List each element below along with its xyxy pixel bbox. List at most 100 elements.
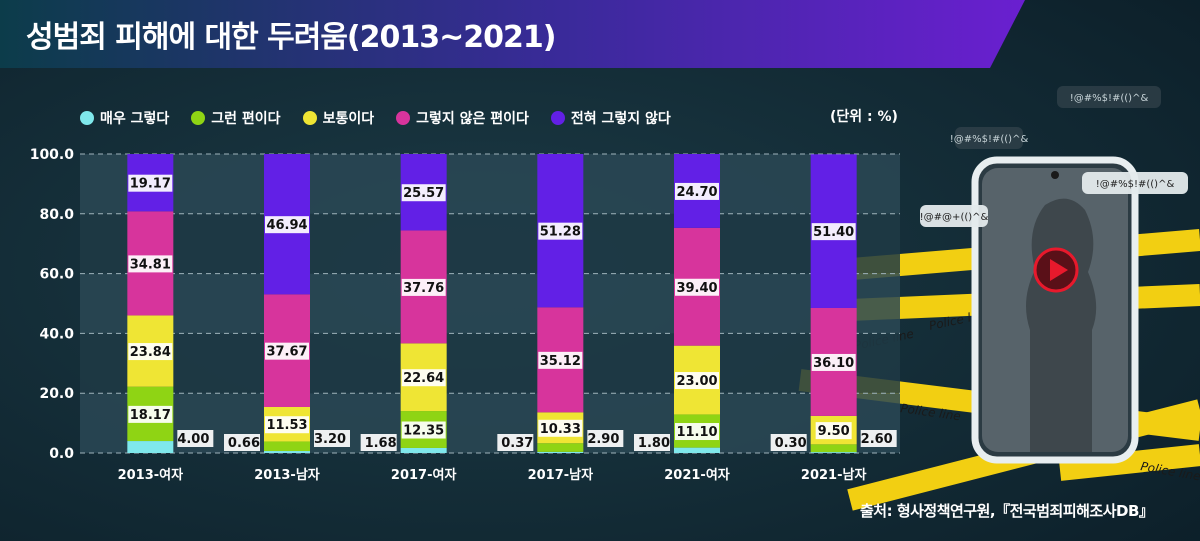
bar-segment <box>264 451 310 453</box>
data-label-bg <box>811 223 856 241</box>
legend-item: 매우 그렇다 <box>80 108 169 128</box>
x-tick-label: 2013-남자 <box>254 467 320 483</box>
data-label-bg <box>770 434 807 451</box>
data-label-bg <box>401 421 446 439</box>
grid-band <box>80 154 900 214</box>
unit-label: (단위 : %) <box>830 109 898 125</box>
silhouette <box>1026 198 1097 452</box>
data-label: 1.80 <box>638 436 670 451</box>
speech-bubble-text: !@#@+(()^& <box>920 212 989 223</box>
grid-band <box>80 333 900 394</box>
data-label: 19.17 <box>130 177 171 192</box>
x-tick-label: 2013-여자 <box>118 467 184 483</box>
data-label: 39.40 <box>676 281 717 296</box>
y-tick-label: 60.0 <box>39 267 74 283</box>
chart-grid: 0.0 20.0 40.0 60.0 80.0 100.0 <box>30 147 900 462</box>
data-label-bg <box>675 423 719 441</box>
data-label-bg <box>401 184 446 202</box>
y-tick-label: 40.0 <box>39 326 74 342</box>
x-tick-label: 2017-남자 <box>528 467 594 483</box>
data-label: 1.68 <box>365 436 397 451</box>
data-label-bg <box>128 174 173 192</box>
data-label: 51.40 <box>813 225 854 240</box>
data-label: 18.17 <box>130 408 171 423</box>
data-label-bg <box>128 255 173 273</box>
x-tick-label: 2021-남자 <box>801 467 867 483</box>
legend-label: 그렇지 않은 편이다 <box>416 111 529 127</box>
legend-item: 보통이다 <box>302 108 375 128</box>
data-label: 25.57 <box>403 186 444 201</box>
speech-bubble <box>955 127 1023 149</box>
data-label-bg <box>128 405 173 423</box>
speech-bubble-text: !@#%$!#(()^& <box>950 134 1029 145</box>
play-icon-triangle <box>1050 259 1068 281</box>
data-label-bg <box>224 434 260 451</box>
data-label-bg <box>128 343 173 361</box>
source-note: 출처: 형사정책연구원,『전국범죄피해조사DB』 <box>860 502 1154 520</box>
speech-bubble-text: !@#%$!#(()^& <box>1096 179 1175 190</box>
data-label-bg <box>634 434 670 451</box>
legend-label: 매우 그렇다 <box>100 111 170 127</box>
data-label-bg <box>497 434 534 451</box>
data-label: 12.35 <box>403 424 444 439</box>
legend-swatch <box>550 111 565 125</box>
data-label-bg <box>401 278 446 296</box>
data-label-bg <box>538 222 583 240</box>
bar-segment <box>537 451 584 453</box>
grid-band <box>80 393 900 453</box>
data-label: 22.64 <box>403 371 444 386</box>
data-label: 23.00 <box>676 374 717 389</box>
bar-segment <box>537 443 584 452</box>
speech-bubble <box>920 205 988 227</box>
data-label-bg <box>675 278 719 296</box>
data-label-bg <box>860 430 897 447</box>
legend-swatch <box>302 111 317 125</box>
y-tick-label: 20.0 <box>39 386 74 402</box>
legend-swatch <box>396 111 411 125</box>
chart-labels: 4.00 18.17 23.84 34.81 19.17 2013-여자 0.66 3.20 1… <box>118 174 897 483</box>
bar-segment <box>674 447 720 453</box>
legend-item: 그런 편이다 <box>191 108 281 128</box>
data-label-bg <box>587 430 624 447</box>
bar-segment <box>810 452 857 453</box>
data-label: 36.10 <box>813 356 854 371</box>
data-label: 0.30 <box>775 436 807 451</box>
x-tick-label: 2017-여자 <box>391 467 457 483</box>
data-label: 4.00 <box>177 432 209 447</box>
data-label-bg <box>177 430 214 447</box>
y-tick-label: 0.0 <box>49 446 74 462</box>
data-label-bg <box>314 430 350 447</box>
data-label-bg <box>675 182 719 200</box>
data-label: 23.84 <box>130 345 171 360</box>
data-label: 11.53 <box>266 418 307 433</box>
data-label: 46.94 <box>266 218 307 233</box>
data-label-bg <box>815 422 852 440</box>
data-label-bg <box>675 372 719 390</box>
legend-label: 보통이다 <box>322 111 375 127</box>
data-label: 37.67 <box>266 345 307 360</box>
bar-segment <box>400 447 447 453</box>
legend-item: 그렇지 않은 편이다 <box>396 108 529 128</box>
legend-item: 전혀 그렇지 않다 <box>550 108 671 128</box>
data-label: 35.12 <box>540 354 581 369</box>
grid-band <box>80 273 900 334</box>
data-label: 2.60 <box>861 432 893 447</box>
data-label-bg <box>811 353 856 371</box>
data-label: 51.28 <box>540 225 581 240</box>
data-label-bg <box>265 416 309 434</box>
data-label: 10.33 <box>540 422 581 437</box>
page-title: 성범죄 피해에 대한 두려움(2013~2021) <box>26 20 556 55</box>
data-label: 2.90 <box>587 432 619 447</box>
data-label-bg <box>401 369 446 387</box>
data-label: 24.70 <box>676 185 717 200</box>
data-label: 9.50 <box>818 424 850 439</box>
legend-swatch <box>191 111 206 125</box>
legend-swatch <box>80 111 94 125</box>
data-label-bg <box>360 434 397 451</box>
police-tape <box>1058 444 1200 481</box>
bar-segment <box>810 444 857 453</box>
speech-bubble <box>1057 86 1161 108</box>
legend-label: 전혀 그렇지 않다 <box>570 111 671 127</box>
data-label: 0.37 <box>501 436 533 451</box>
